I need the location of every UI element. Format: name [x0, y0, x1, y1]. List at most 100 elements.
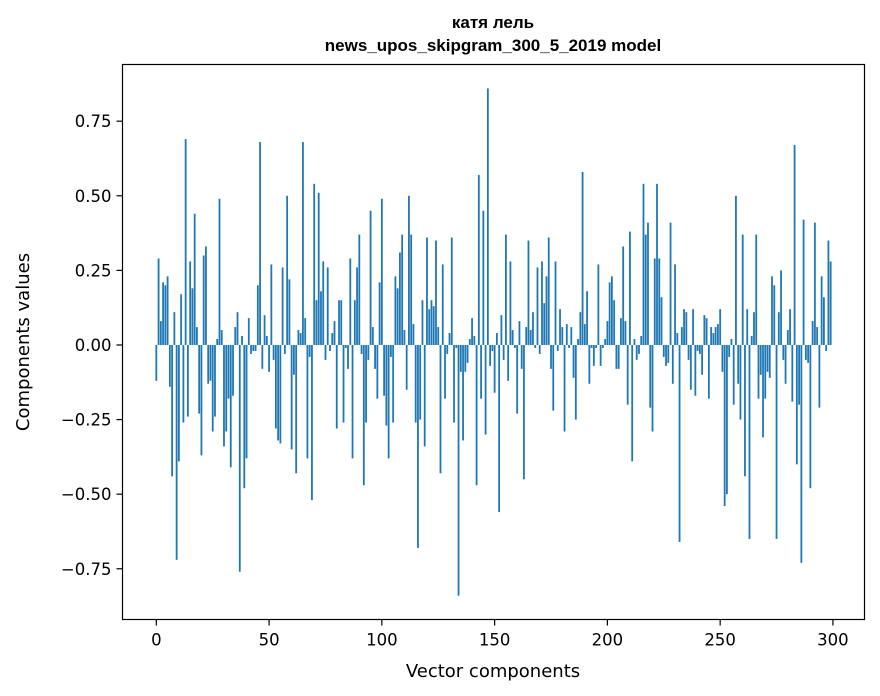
- bar-94: [367, 344, 370, 360]
- bar-231: [676, 333, 679, 345]
- bar-7: [171, 344, 174, 477]
- bar-281: [789, 309, 791, 345]
- bar-171: [541, 261, 543, 345]
- bar-158: [511, 330, 514, 345]
- bar-288: [804, 344, 807, 360]
- bar-25: [211, 344, 214, 432]
- bar-220: [651, 344, 654, 432]
- bar-113: [410, 234, 413, 345]
- bar-45: [256, 285, 259, 345]
- bar-199: [604, 339, 607, 345]
- bar-198: [601, 344, 604, 348]
- bar-155: [505, 234, 507, 345]
- bar-219: [649, 344, 652, 408]
- bar-247: [712, 333, 715, 345]
- bar-276: [777, 312, 780, 345]
- bar-38: [241, 336, 243, 345]
- bar-89: [356, 267, 358, 345]
- bar-140: [471, 318, 473, 345]
- bar-139: [468, 339, 471, 345]
- bar-67: [306, 344, 309, 459]
- bar-77: [329, 344, 331, 351]
- bar-216: [642, 183, 645, 345]
- bar-130: [448, 333, 451, 345]
- x-tick-label: 150: [479, 631, 511, 650]
- bar-90: [358, 234, 361, 345]
- bar-195: [595, 344, 598, 348]
- bar-172: [543, 303, 546, 345]
- bar-54: [277, 344, 280, 441]
- bar-176: [552, 344, 555, 411]
- bar-294: [818, 344, 821, 408]
- bar-259: [739, 344, 742, 420]
- bar-9: [175, 344, 178, 560]
- bar-107: [396, 288, 399, 345]
- bar-229: [671, 344, 674, 384]
- bar-115: [414, 344, 417, 423]
- bar-187: [577, 339, 579, 345]
- bar-191: [586, 291, 588, 345]
- bar-238: [692, 309, 694, 345]
- bar-250: [719, 309, 722, 345]
- y-tick-label: −0.50: [61, 485, 112, 504]
- bar-76: [326, 267, 329, 345]
- bar-117: [419, 344, 422, 420]
- bar-265: [753, 312, 755, 345]
- bar-182: [565, 324, 568, 345]
- bar-268: [759, 344, 762, 375]
- bar-84: [344, 344, 347, 348]
- chart-subtitle: news_upos_skipgram_300_5_2019 model: [325, 36, 661, 55]
- bar-224: [660, 297, 663, 345]
- bar-141: [473, 336, 476, 345]
- bar-289: [807, 344, 810, 363]
- bar-145: [482, 210, 485, 345]
- bar-65: [302, 142, 304, 345]
- bar-15: [189, 261, 192, 345]
- bar-1: [157, 258, 160, 345]
- bar-257: [735, 195, 737, 345]
- bar-228: [669, 222, 672, 345]
- bar-269: [762, 344, 764, 438]
- bar-51: [270, 264, 273, 345]
- bar-299: [829, 261, 832, 345]
- y-tick-label: −0.25: [61, 411, 112, 430]
- bar-196: [597, 264, 600, 345]
- bar-106: [394, 276, 397, 345]
- bar-295: [820, 276, 823, 345]
- bar-166: [529, 330, 532, 345]
- bar-162: [520, 344, 523, 369]
- bar-144: [480, 344, 482, 399]
- bar-175: [550, 344, 552, 369]
- bar-271: [766, 344, 769, 372]
- bar-209: [626, 344, 629, 405]
- bar-105: [392, 344, 395, 423]
- bar-266: [755, 234, 758, 345]
- y-tick-label: −0.75: [61, 560, 112, 579]
- bar-223: [658, 258, 661, 345]
- bar-10: [177, 344, 180, 462]
- plot-frame: [121, 63, 866, 621]
- bar-293: [816, 327, 819, 345]
- bar-232: [678, 344, 681, 542]
- bar-49: [265, 336, 268, 345]
- bar-285: [798, 344, 800, 405]
- bar-41: [247, 318, 250, 345]
- bar-206: [620, 318, 622, 345]
- bar-102: [385, 344, 388, 426]
- bar-283: [793, 145, 796, 345]
- bar-245: [707, 344, 710, 399]
- bar-234: [683, 309, 685, 345]
- bar-81: [338, 300, 340, 345]
- bar-122: [430, 300, 433, 345]
- bar-298: [827, 240, 830, 345]
- bar-22: [205, 246, 207, 345]
- bar-217: [644, 234, 647, 345]
- bar-68: [308, 344, 311, 357]
- bar-126: [439, 344, 442, 474]
- bar-52: [272, 344, 275, 360]
- bar-96: [371, 327, 374, 345]
- bar-215: [640, 336, 643, 345]
- bar-32: [227, 344, 230, 399]
- bar-58: [286, 195, 289, 345]
